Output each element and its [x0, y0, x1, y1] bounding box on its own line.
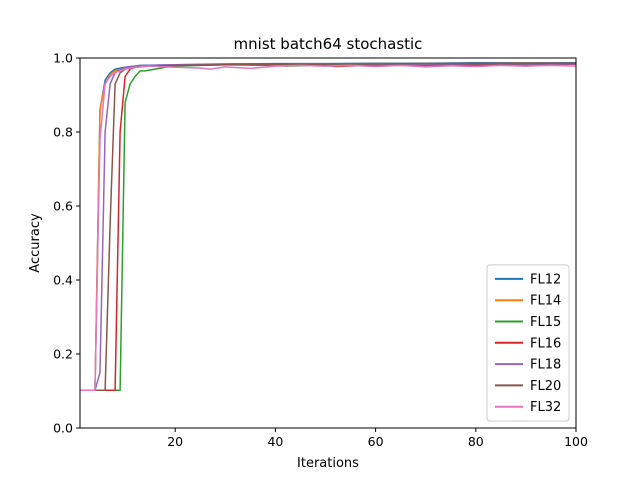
y-tick-label: 0.4 — [53, 273, 73, 288]
series-layer — [80, 62, 576, 392]
y-tick-label: 0.0 — [53, 421, 73, 436]
plot-area — [79, 57, 577, 429]
legend-box — [486, 264, 570, 422]
legend-label: FL14 — [530, 294, 561, 309]
x-tick-label: 20 — [167, 434, 183, 449]
x-tick-label: 100 — [564, 434, 588, 449]
y-tick-label: 0.8 — [53, 125, 73, 140]
x-tick-label: 60 — [368, 434, 384, 449]
legend-label: FL32 — [530, 400, 561, 415]
legend-label: FL18 — [530, 358, 561, 373]
legend: FL12 FL14 FL15 FL16 FL18 FL20 FL32 — [486, 264, 570, 422]
chart-title: mnist batch64 stochastic — [234, 35, 423, 53]
x-tick-label: 80 — [468, 434, 484, 449]
y-tick-label: 0.6 — [53, 199, 73, 214]
plot-frame — [79, 57, 577, 429]
series-line-fl20 — [80, 62, 576, 392]
x-axis: 20 40 60 80 100 — [167, 428, 588, 449]
y-tick-label: 1.0 — [53, 51, 73, 66]
legend-label: FL16 — [530, 336, 561, 351]
series-line-fl32 — [80, 64, 576, 392]
legend-label: FL12 — [530, 272, 561, 287]
legend-label: FL15 — [530, 315, 561, 330]
y-axis-label: Accuracy — [28, 213, 43, 273]
y-tick-label: 0.2 — [53, 347, 73, 362]
x-axis-label: Iterations — [297, 456, 359, 471]
y-axis: 0.0 0.2 0.4 0.6 0.8 1.0 — [53, 51, 80, 436]
x-tick-label: 40 — [267, 434, 283, 449]
legend-label: FL20 — [530, 379, 561, 394]
